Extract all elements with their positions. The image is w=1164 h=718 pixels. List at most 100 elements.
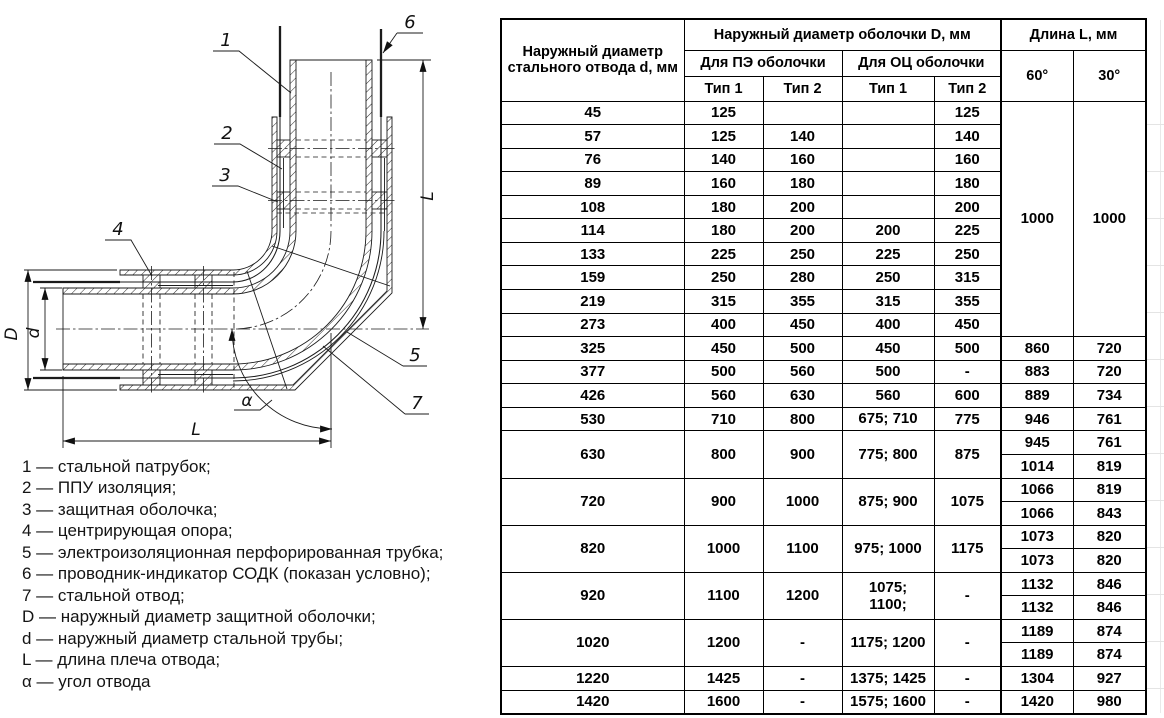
cell-pe-type2: 160 xyxy=(762,147,843,173)
spreadsheet-gridline xyxy=(1147,171,1164,172)
cell-pe-type1: 1600 xyxy=(683,689,764,715)
callout-leaders xyxy=(105,32,429,415)
legend-item: 5 — электроизоляционная перфорированная … xyxy=(22,542,444,562)
spreadsheet-gridline xyxy=(1147,406,1164,407)
centerlines xyxy=(56,72,429,394)
cell-length-30: 1000 xyxy=(1072,100,1147,338)
cell-pe-type1: 560 xyxy=(683,383,764,408)
cell-length-30: 820 xyxy=(1072,548,1147,573)
header-pe-type1: Тип 1 xyxy=(683,75,764,102)
callout-2-label: 2 xyxy=(221,123,232,144)
cell-oc-type2: 500 xyxy=(933,336,1002,361)
cell-pe-type1: 250 xyxy=(683,265,764,290)
cell-steel-diameter: 133 xyxy=(500,241,685,267)
cell-oc-type1: 400 xyxy=(841,312,935,338)
cell-oc-type1: 315 xyxy=(841,289,935,314)
cell-oc-type2: 125 xyxy=(933,100,1002,126)
cell-oc-type1: 675; 710 xyxy=(841,406,935,432)
steel-pipe-walls xyxy=(62,59,373,371)
cell-oc-type2: 180 xyxy=(933,171,1002,196)
cell-length-60: 1304 xyxy=(1000,666,1074,691)
cell-oc-type1 xyxy=(841,100,935,126)
extension-lines xyxy=(24,59,431,448)
cell-oc-type2: 140 xyxy=(933,124,1002,149)
cell-steel-diameter: 57 xyxy=(500,124,685,149)
cell-length-60: 1000 xyxy=(1000,100,1074,338)
cell-length-30: 819 xyxy=(1072,477,1147,503)
cell-pe-type1: 225 xyxy=(683,241,764,267)
cell-pe-type2: 800 xyxy=(762,406,843,432)
cell-oc-type1: 200 xyxy=(841,218,935,243)
cell-pe-type1: 140 xyxy=(683,147,764,173)
cell-steel-diameter: 820 xyxy=(500,524,685,573)
cell-pe-type1: 710 xyxy=(683,406,764,432)
header-oc-casing: Для ОЦ оболочки xyxy=(841,49,1002,77)
legend-item: 4 — центрирующая опора; xyxy=(22,521,233,541)
header-oc-type1: Тип 1 xyxy=(841,75,935,102)
cell-length-30: 720 xyxy=(1072,359,1147,385)
spreadsheet-gridline xyxy=(1147,124,1164,125)
cell-oc-type1: 1175; 1200 xyxy=(841,618,935,668)
cell-length-60: 889 xyxy=(1000,383,1074,408)
legend-item: d — наружный диаметр стальной трубы; xyxy=(22,628,344,648)
cell-steel-diameter: 76 xyxy=(500,147,685,173)
legend-item: 7 — стальной отвод; xyxy=(22,585,185,605)
cell-oc-type2: 160 xyxy=(933,147,1002,173)
cell-oc-type1: 250 xyxy=(841,265,935,290)
legend-item: 1 — стальной патрубок; xyxy=(22,457,211,476)
cell-oc-type2: - xyxy=(933,618,1002,668)
dim-L-right-label: L xyxy=(418,191,438,200)
cell-oc-type1: 775; 800 xyxy=(841,430,935,479)
elbow-drawing-svg: 1 2 3 4 5 6 7 D d L L α xyxy=(2,12,438,448)
cell-pe-type1: 1200 xyxy=(683,618,764,668)
header-oc-type2: Тип 2 xyxy=(933,75,1002,102)
cell-length-60: 1073 xyxy=(1000,548,1074,573)
cell-oc-type1: 225 xyxy=(841,241,935,267)
cell-pe-type2 xyxy=(762,100,843,126)
cell-length-30: 819 xyxy=(1072,453,1147,479)
cell-pe-type2: - xyxy=(762,689,843,715)
pipe-end-faces xyxy=(62,59,372,370)
cell-oc-type1: 975; 1000 xyxy=(841,524,935,573)
dimension-lines xyxy=(24,60,427,445)
spreadsheet-gridline xyxy=(1147,359,1164,360)
cell-steel-diameter: 377 xyxy=(500,359,685,385)
cell-length-60: 1066 xyxy=(1000,477,1074,503)
legend-item: 3 — защитная оболочка; xyxy=(22,499,218,519)
cell-pe-type1: 1425 xyxy=(683,666,764,691)
header-angle-30: 30° xyxy=(1072,49,1147,102)
callout-5-label: 5 xyxy=(409,345,420,366)
cell-oc-type1 xyxy=(841,124,935,149)
cell-steel-diameter: 114 xyxy=(500,218,685,243)
cell-steel-diameter: 530 xyxy=(500,406,685,432)
cell-steel-diameter: 325 xyxy=(500,336,685,361)
spreadsheet-gridline xyxy=(1147,641,1164,642)
cell-pe-type1: 160 xyxy=(683,171,764,196)
cell-pe-type1: 125 xyxy=(683,100,764,126)
cell-steel-diameter: 720 xyxy=(500,477,685,526)
cell-oc-type1: 1575; 1600 xyxy=(841,689,935,715)
spreadsheet-gridline xyxy=(1147,547,1164,548)
cell-steel-diameter: 630 xyxy=(500,430,685,479)
cell-length-30: 761 xyxy=(1072,406,1147,432)
cell-pe-type2: 250 xyxy=(762,241,843,267)
cell-pe-type2: 900 xyxy=(762,430,843,479)
cell-pe-type2: 355 xyxy=(762,289,843,314)
header-casing-diameter-group: Наружный диаметр оболочки D, мм xyxy=(683,18,1002,51)
cell-pe-type2: 200 xyxy=(762,194,843,220)
cell-oc-type2: 250 xyxy=(933,241,1002,267)
legend-item: 2 — ППУ изоляция; xyxy=(22,478,177,498)
dim-alpha-label: α xyxy=(241,391,252,411)
cell-pe-type2: 630 xyxy=(762,383,843,408)
legend-item: 6 — проводник-индикатор СОДК (показан ус… xyxy=(22,564,431,584)
cell-pe-type2: 560 xyxy=(762,359,843,385)
cell-pe-type1: 400 xyxy=(683,312,764,338)
spreadsheet-gridline xyxy=(1147,453,1164,454)
cell-oc-type2: - xyxy=(933,359,1002,385)
cell-length-60: 945 xyxy=(1000,430,1074,455)
cell-length-60: 1132 xyxy=(1000,595,1074,620)
cell-pe-type2: 1000 xyxy=(762,477,843,526)
cell-pe-type2: 200 xyxy=(762,218,843,243)
callout-1-label: 1 xyxy=(220,30,231,51)
